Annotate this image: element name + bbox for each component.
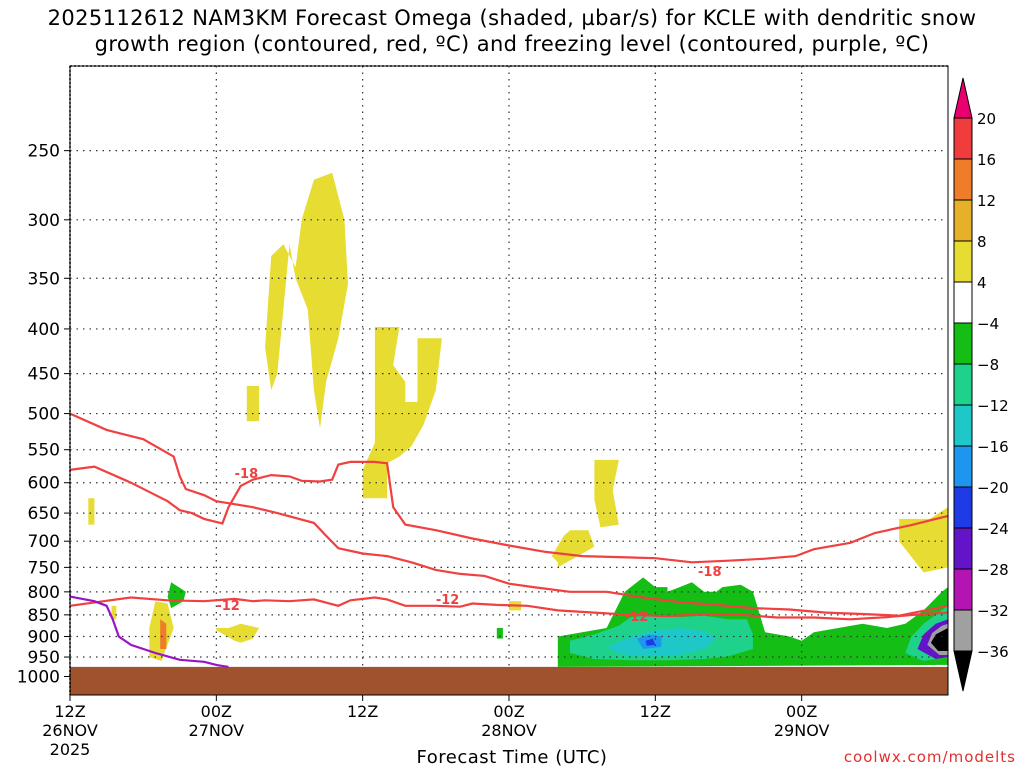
colorbar-label-9: −20 [977, 479, 1009, 497]
y-tick-label-250: 250 [28, 142, 60, 162]
colorbar-swatch-6 [953, 363, 973, 406]
contour-1 [69, 412, 949, 617]
axes-layer: 2503003504004505005506006507007508008509… [17, 65, 949, 759]
colorbar-cap-top [953, 77, 973, 119]
colorbar-cap-bottom [953, 650, 973, 692]
colorbar-label-5: −4 [977, 315, 999, 333]
omega-region-7 [160, 619, 167, 649]
colorbar-swatch-5 [953, 322, 973, 365]
colorbar-label-7: −12 [977, 397, 1009, 415]
chart-title-line-1: 2025112612 NAM3KM Forecast Omega (shaded… [47, 6, 977, 30]
omega-region-16 [606, 628, 717, 657]
colorbar: 20 16 12 8 4 −4 −8 −12 −16 −20 −24 −28 −32 −36 [953, 77, 1009, 692]
y-tick-label-450: 450 [28, 365, 60, 385]
ground-surface [70, 666, 948, 695]
x-tick-label-60-1: 29NOV [774, 721, 830, 740]
omega-region-10 [88, 498, 95, 525]
x-tick-label-24-0: 12Z [347, 702, 378, 721]
colorbar-label-8: −16 [977, 438, 1009, 456]
x-tick-label-0-2: 2025 [50, 740, 91, 759]
x-tick-label-36-0: 00Z [493, 702, 524, 721]
site-credit[interactable]: coolwx.com/modelts [843, 748, 1016, 766]
colorbar-label-13: −36 [977, 643, 1009, 661]
omega-region-11 [111, 605, 117, 620]
omega-region-3 [594, 459, 619, 528]
colorbar-label-10: −24 [977, 520, 1009, 538]
colorbar-swatch-2 [953, 199, 973, 242]
omega-region-18 [645, 638, 656, 646]
y-tick-label-750: 750 [28, 558, 60, 578]
colorbar-label-4: 4 [977, 274, 987, 292]
omega-region-13 [496, 628, 503, 639]
colorbar-label-6: −8 [977, 356, 999, 374]
y-tick-label-650: 650 [28, 504, 60, 524]
colorbar-label-1: 16 [977, 151, 996, 169]
contour-label-1-1: -12 [436, 593, 460, 608]
colorbar-swatch-12 [953, 609, 973, 652]
y-tick-label-550: 550 [28, 441, 60, 461]
colorbar-swatch-3 [953, 240, 973, 283]
y-tick-label-850: 850 [28, 606, 60, 626]
y-tick-label-400: 400 [28, 320, 60, 340]
contour-3 [69, 595, 229, 668]
omega-region-2 [246, 386, 259, 422]
contour-label-0-1: -18 [698, 565, 722, 580]
y-tick-label-300: 300 [28, 211, 60, 231]
contour-layer: -18 -18 -12 -12 -12 [69, 412, 949, 668]
contour-label-1-0: -12 [216, 599, 240, 614]
colorbar-label-3: 8 [977, 233, 987, 251]
x-tick-label-12-1: 27NOV [189, 721, 245, 740]
chart-title-line-2: growth region (contoured, red, ºC) and f… [94, 32, 930, 56]
colorbar-swatch-4 [953, 281, 973, 324]
omega-region-1 [362, 327, 442, 499]
omega-region-12 [167, 582, 186, 609]
colorbar-swatch-0 [953, 117, 973, 160]
omega-shading-layer [88, 172, 948, 667]
y-tick-label-350: 350 [28, 269, 60, 289]
y-tick-label-600: 600 [28, 474, 60, 494]
x-tick-label-48-0: 12Z [640, 702, 671, 721]
contour-0 [69, 460, 949, 564]
ground-layer [70, 666, 948, 695]
x-tick-label-36-1: 28NOV [481, 721, 537, 740]
omega-region-22 [930, 628, 948, 651]
y-tick-label-1000: 1000 [17, 667, 60, 687]
y-tick-label-800: 800 [28, 583, 60, 603]
y-tick-label-950: 950 [28, 648, 60, 668]
colorbar-label-0: 20 [977, 110, 996, 128]
colorbar-label-11: −28 [977, 561, 1009, 579]
omega-region-4 [551, 530, 595, 568]
x-tick-label-0-0: 12Z [54, 702, 85, 721]
omega-region-0 [265, 172, 348, 429]
colorbar-swatch-10 [953, 527, 973, 570]
colorbar-swatch-8 [953, 445, 973, 488]
colorbar-swatch-1 [953, 158, 973, 201]
contour-label-1-2: -12 [625, 610, 649, 625]
colorbar-label-12: −32 [977, 602, 1009, 620]
x-axis-label: Forecast Time (UTC) [416, 747, 608, 768]
x-tick-label-60-0: 00Z [786, 702, 817, 721]
colorbar-swatch-11 [953, 568, 973, 611]
y-tick-label-900: 900 [28, 628, 60, 648]
colorbar-swatch-7 [953, 404, 973, 447]
colorbar-label-2: 12 [977, 192, 996, 210]
x-tick-label-0-1: 26NOV [42, 721, 98, 740]
y-tick-label-700: 700 [28, 532, 60, 552]
omega-region-8 [216, 623, 259, 643]
contour-label-0-0: -18 [235, 467, 259, 482]
colorbar-swatch-9 [953, 486, 973, 529]
contour-2 [69, 596, 949, 621]
x-tick-label-12-0: 00Z [201, 702, 232, 721]
y-tick-label-500: 500 [28, 405, 60, 425]
omega-region-5 [899, 507, 948, 573]
